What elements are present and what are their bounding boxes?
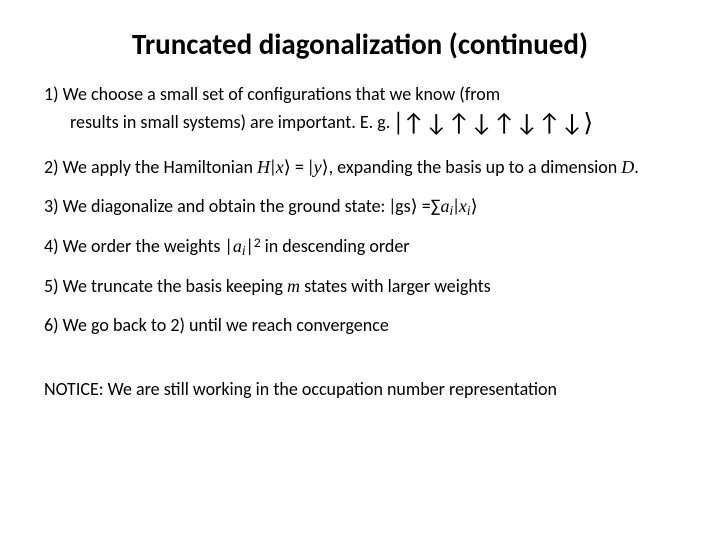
- ket-x-var: x: [276, 157, 284, 177]
- hamiltonian-H: H: [257, 157, 270, 177]
- step-4-post: in descending order: [261, 235, 410, 257]
- gs-eq: =: [418, 195, 431, 217]
- step-5-pre: We truncate the basis keeping: [63, 275, 287, 297]
- ket-gs-close: ⟩: [411, 196, 418, 217]
- step-3-pre: We diagonalize and obtain the ground sta…: [63, 195, 390, 217]
- step-2-period: .: [634, 156, 639, 178]
- step-2: 2) We apply the Hamiltonian H|x⟩ = |y⟩, …: [44, 155, 676, 180]
- weight-bar-close: |: [246, 235, 254, 257]
- weight-a: a: [233, 236, 242, 256]
- eq-sign: =: [291, 156, 308, 178]
- ket-y-close: ⟩: [322, 157, 329, 178]
- ket-xi-close: ⟩: [471, 196, 478, 217]
- ket-gs: gs: [395, 195, 411, 217]
- step-1-number: 1): [44, 83, 59, 105]
- step-5-number: 5): [44, 275, 59, 297]
- step-4-pre: We order the weights |: [63, 235, 233, 257]
- slide-title: Truncated diagonalization (continued): [44, 26, 676, 62]
- step-3: 3) We diagonalize and obtain the ground …: [44, 194, 676, 220]
- step-6-text: We go back to 2) until we reach converge…: [63, 314, 389, 336]
- step-4: 4) We order the weights |ai|2 in descend…: [44, 234, 676, 260]
- step-5-post: states with larger weights: [300, 275, 491, 297]
- m-states: m: [287, 276, 300, 296]
- slide: Truncated diagonalization (continued) 1)…: [0, 0, 720, 540]
- step-2-pre: We apply the Hamiltonian: [63, 156, 257, 178]
- step-2-number: 2): [44, 156, 59, 178]
- dimension-D: D: [621, 157, 634, 177]
- step-6-number: 6): [44, 314, 59, 336]
- step-5: 5) We truncate the basis keeping m state…: [44, 274, 676, 298]
- step-1-text-line1: We choose a small set of configurations …: [63, 83, 500, 105]
- step-2-post: , expanding the basis up to a dimension: [329, 156, 622, 178]
- notice-text: NOTICE: We are still working in the occu…: [44, 378, 557, 400]
- step-1: 1) We choose a small set of configuratio…: [44, 82, 676, 141]
- ket-close: ⟩: [583, 109, 593, 138]
- step-6: 6) We go back to 2) until we reach conve…: [44, 313, 676, 337]
- ket-x-close: ⟩: [284, 157, 291, 178]
- step-3-number: 3): [44, 195, 59, 217]
- ket-xi-x: x: [459, 196, 467, 216]
- ket-y-var: y: [314, 157, 322, 177]
- step-4-number: 4): [44, 235, 59, 257]
- weight-squared: 2: [254, 234, 261, 251]
- notice-line: NOTICE: We are still working in the occu…: [44, 377, 676, 401]
- step-1-text-line2: results in small systems) are important.…: [70, 111, 390, 133]
- ket-arrows: ↑↓↑↓↑↓↑↓: [402, 107, 583, 138]
